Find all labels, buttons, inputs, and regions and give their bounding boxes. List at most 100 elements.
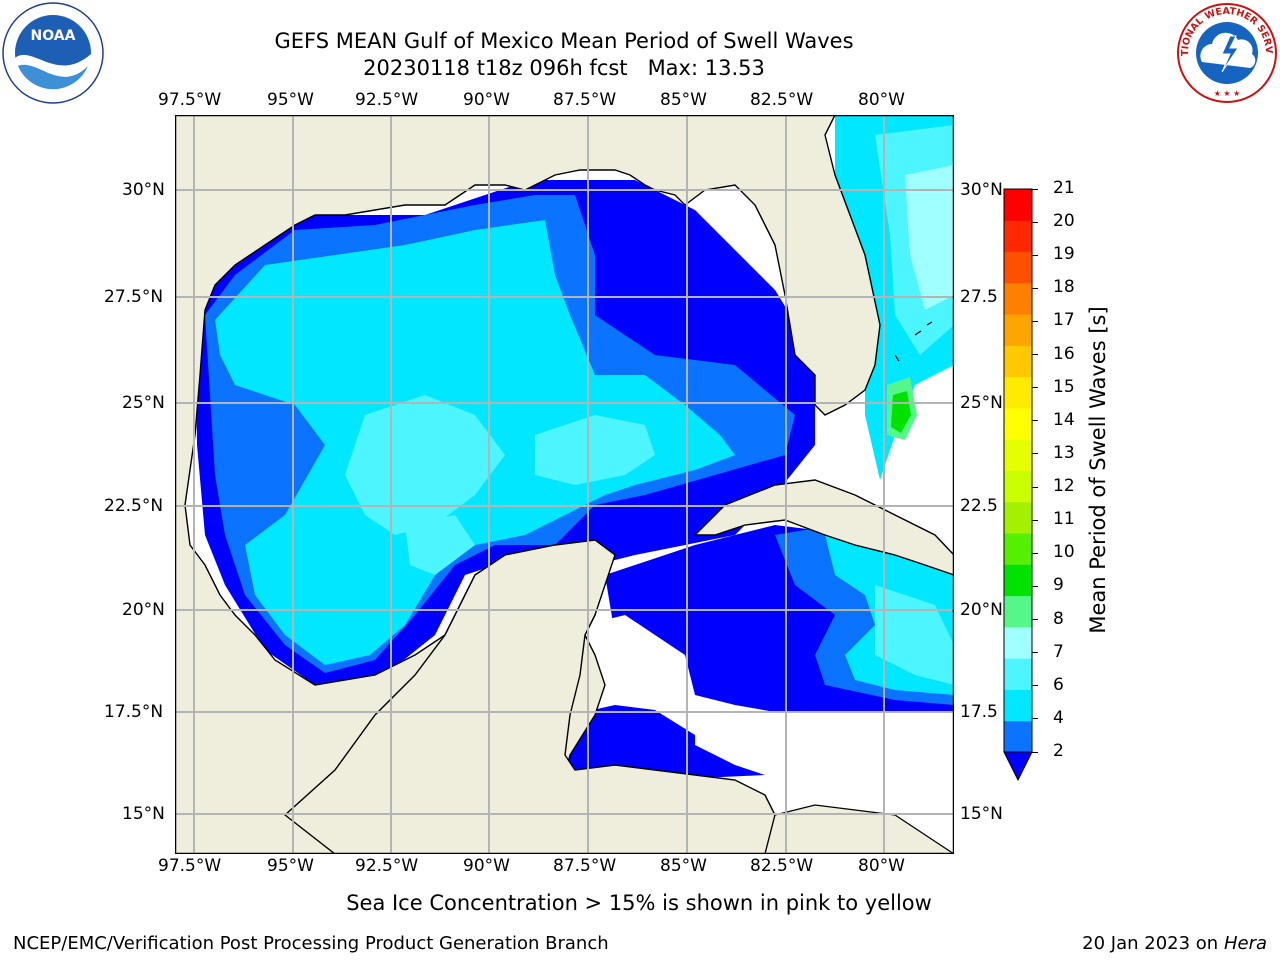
colorbar-tick-mark bbox=[1032, 254, 1038, 256]
colorbar-tick-label: 19 bbox=[1053, 244, 1075, 265]
colorbar-segment bbox=[1004, 282, 1032, 315]
lon-label-top-80: 80°W bbox=[858, 90, 905, 110]
lon-label-bottom-90: 90°W bbox=[463, 856, 510, 876]
machine-name: Hera bbox=[1223, 933, 1267, 954]
atlantic-field-pale-cyan bbox=[905, 165, 954, 310]
colorbar-segment bbox=[1004, 189, 1032, 221]
colorbar-tick-mark bbox=[1032, 486, 1038, 488]
colorbar-tick-label: 7 bbox=[1053, 641, 1064, 662]
colorbar-tick-label: 8 bbox=[1053, 608, 1064, 629]
colorbar-segment bbox=[1004, 251, 1032, 284]
lat-label-right-25: 25°N bbox=[960, 393, 1003, 413]
swell-period-map bbox=[174, 114, 955, 855]
lon-label-top-87-5: 87.5°W bbox=[553, 90, 617, 110]
graticule bbox=[175, 115, 954, 854]
gulf-field-light-cyan-2 bbox=[535, 415, 655, 485]
colorbar-tick-label: 16 bbox=[1053, 343, 1075, 364]
lat-label-right-20: 20°N bbox=[960, 600, 1003, 620]
colorbar-label: Mean Period of Swell Waves [s] bbox=[1086, 306, 1110, 634]
colorbar-tick-mark bbox=[1032, 420, 1038, 422]
lon-label-bottom-85: 85°W bbox=[660, 856, 707, 876]
lon-label-bottom-87-5: 87.5°W bbox=[553, 856, 617, 876]
colorbar-tick-mark bbox=[1032, 387, 1038, 389]
lon-label-top-95: 95°W bbox=[267, 90, 314, 110]
colorbar-tick-mark bbox=[1032, 188, 1038, 190]
colorbar-segment bbox=[1004, 376, 1032, 409]
lon-label-bottom-80: 80°W bbox=[858, 856, 905, 876]
date-stamp: 20 Jan 2023 on Hera bbox=[1082, 933, 1267, 954]
land-cuba bbox=[693, 479, 954, 576]
colorbar-tick-label: 9 bbox=[1053, 575, 1064, 596]
lat-label-right-15: 15°N bbox=[960, 804, 1003, 824]
colorbar-segment bbox=[1004, 345, 1032, 378]
colorbar-segment bbox=[1004, 689, 1032, 722]
lon-label-top-97-5: 97.5°W bbox=[158, 90, 222, 110]
colorbar-segment bbox=[1004, 595, 1032, 628]
lon-label-top-92-5: 92.5°W bbox=[355, 90, 419, 110]
lat-label-left-15: 15°N bbox=[122, 804, 165, 824]
colorbar-tick-label: 21 bbox=[1053, 178, 1075, 198]
lon-label-top-85: 85°W bbox=[660, 90, 707, 110]
svg-text:★ ★ ★: ★ ★ ★ bbox=[1214, 89, 1241, 98]
colorbar-segment bbox=[1004, 533, 1032, 565]
colorbar-tick-mark bbox=[1032, 552, 1038, 554]
caribbean-no-data-2 bbox=[695, 715, 775, 765]
map-border bbox=[174, 114, 955, 855]
colorbar-segment bbox=[1004, 407, 1032, 440]
colorbar-tick-label: 6 bbox=[1053, 674, 1064, 695]
map-title: GEFS MEAN Gulf of Mexico Mean Period of … bbox=[274, 29, 854, 53]
nws-logo: NATIONAL WEATHER SERVICE ★ ★ ★ bbox=[1172, 0, 1278, 104]
colorbar-tick-mark bbox=[1032, 320, 1038, 322]
svg-text:NOAA: NOAA bbox=[31, 28, 76, 44]
honduras-field-dark-blue bbox=[565, 705, 765, 780]
lon-label-bottom-95: 95°W bbox=[267, 856, 314, 876]
lon-label-bottom-92-5: 92.5°W bbox=[355, 856, 419, 876]
colorbar-tick-mark bbox=[1032, 685, 1038, 687]
caribbean-no-data-1 bbox=[585, 615, 695, 705]
lat-label-left-30: 30°N bbox=[122, 180, 165, 200]
map-panel bbox=[174, 114, 955, 855]
colorbar-tick-label: 14 bbox=[1053, 409, 1075, 430]
colorbar-tick-mark bbox=[1032, 718, 1038, 720]
colorbar-tick-label: 18 bbox=[1053, 277, 1075, 298]
colorbar-segment bbox=[1004, 314, 1032, 346]
colorbar-extend-arrow bbox=[1003, 751, 1033, 782]
lat-label-right-27-5: 27.5 bbox=[960, 287, 998, 307]
colorbar-tick-mark bbox=[1032, 585, 1038, 587]
colorbar-tick-mark bbox=[1032, 519, 1038, 521]
lat-label-left-25: 25°N bbox=[122, 393, 165, 413]
colorbar-tick-mark bbox=[1032, 354, 1038, 356]
colorbar-tick-label: 11 bbox=[1053, 509, 1075, 530]
date-text: 20 Jan 2023 on bbox=[1082, 933, 1224, 954]
colorbar-segment bbox=[1004, 720, 1032, 753]
colorbar-tick-label: 20 bbox=[1053, 211, 1075, 232]
land-bahamas bbox=[894, 321, 933, 362]
colorbar-tick-mark bbox=[1032, 619, 1038, 621]
colorbar-segment bbox=[1004, 501, 1032, 534]
lon-label-bottom-97-5: 97.5°W bbox=[158, 856, 222, 876]
land-yucatan-central-america bbox=[283, 539, 776, 854]
lat-label-right-22-5: 22.5 bbox=[960, 496, 998, 516]
colorbar-tick-label: 12 bbox=[1053, 476, 1075, 497]
colorbar bbox=[1002, 187, 1034, 783]
colorbar-tick-label: 4 bbox=[1053, 707, 1064, 728]
colorbar-segment bbox=[1004, 626, 1032, 659]
credit-text: NCEP/EMC/Verification Post Processing Pr… bbox=[13, 933, 609, 954]
colorbar-frame bbox=[1003, 188, 1033, 753]
lat-label-right-30: 30°N bbox=[960, 180, 1003, 200]
lon-label-bottom-82-5: 82.5°W bbox=[750, 856, 814, 876]
colorbar-tick-mark bbox=[1032, 287, 1038, 289]
colorbar-segment bbox=[1004, 220, 1032, 253]
colorbar-tick-mark bbox=[1032, 453, 1038, 455]
sea-ice-note: Sea Ice Concentration > 15% is shown in … bbox=[346, 891, 932, 915]
colorbar-tick-mark bbox=[1032, 221, 1038, 223]
colorbar-segment bbox=[1004, 439, 1032, 471]
colorbar-tick-label: 2 bbox=[1053, 741, 1064, 761]
map-subtitle: 20230118 t18z 096h fcst Max: 13.53 bbox=[363, 56, 765, 80]
colorbar-segment bbox=[1004, 658, 1032, 690]
lat-label-right-17-5: 17.5 bbox=[960, 702, 998, 722]
lat-label-left-22-5: 22.5°N bbox=[104, 496, 164, 516]
lat-label-left-17-5: 17.5°N bbox=[104, 702, 164, 722]
colorbar-tick-mark bbox=[1032, 751, 1038, 753]
gulf-field-light-cyan-1 bbox=[345, 395, 505, 535]
